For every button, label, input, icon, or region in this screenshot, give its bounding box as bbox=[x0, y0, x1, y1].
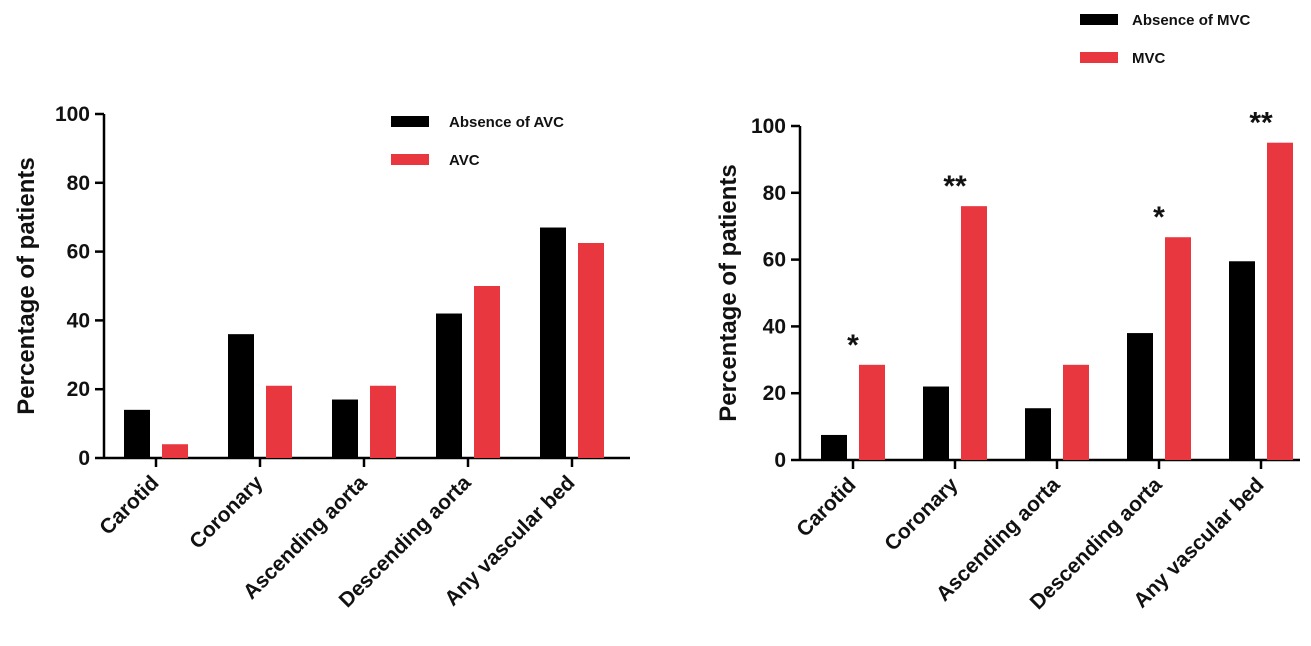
x-category-label: Carotid bbox=[95, 471, 163, 539]
bar-absence bbox=[332, 399, 358, 458]
x-category-label: Carotid bbox=[792, 473, 860, 541]
chart-panel-1: 0 20 40 60 80 100 Percentage of patients Caroti… bbox=[13, 103, 630, 612]
legend-label: AVC bbox=[449, 152, 480, 169]
y-tick-label: 100 bbox=[55, 103, 90, 126]
bar-presence bbox=[1063, 364, 1089, 460]
y-axis-title: Percentage of patients bbox=[715, 164, 742, 421]
bar-absence bbox=[436, 313, 462, 458]
significance-marker: ** bbox=[943, 170, 967, 203]
bar-absence bbox=[821, 434, 847, 460]
y-tick-label: 0 bbox=[78, 447, 90, 470]
y-tick-label: 60 bbox=[763, 249, 786, 272]
y-tick-label: 80 bbox=[763, 182, 786, 205]
y-tick-label: 60 bbox=[67, 241, 90, 264]
legend-swatch bbox=[1080, 14, 1118, 25]
bar-absence bbox=[1025, 408, 1051, 460]
y-tick-label: 100 bbox=[751, 115, 786, 138]
significance-marker: * bbox=[847, 329, 859, 362]
y-tick-label: 20 bbox=[67, 378, 90, 401]
legend-swatch bbox=[391, 154, 429, 165]
bar-absence bbox=[1127, 333, 1153, 460]
y-axis-title: Percentage of patients bbox=[13, 157, 40, 414]
chart-panel-2: 0 20 40 60 80 100 Percentage of patients * Carot… bbox=[715, 12, 1300, 614]
bar-absence bbox=[124, 409, 150, 458]
bar-presence bbox=[162, 444, 188, 458]
legend-swatch bbox=[391, 116, 429, 127]
bar-presence bbox=[1267, 142, 1293, 460]
bar-presence bbox=[474, 286, 500, 458]
y-tick-label: 80 bbox=[67, 172, 90, 195]
bar-presence bbox=[578, 243, 604, 458]
y-tick-label: 0 bbox=[774, 449, 786, 472]
legend-label: Absence of AVC bbox=[449, 114, 564, 131]
bar-absence bbox=[923, 386, 949, 460]
significance-marker: ** bbox=[1249, 107, 1273, 140]
legend-swatch bbox=[1080, 52, 1118, 63]
bar-presence bbox=[859, 364, 885, 460]
x-category-label: Coronary bbox=[880, 473, 962, 555]
y-tick-label: 40 bbox=[67, 309, 90, 332]
legend-label: Absence of MVC bbox=[1132, 12, 1251, 29]
bar-absence bbox=[540, 227, 566, 458]
bar-presence bbox=[266, 385, 292, 458]
bar-presence bbox=[370, 385, 396, 458]
legend-label: MVC bbox=[1132, 50, 1166, 67]
significance-marker: * bbox=[1153, 201, 1165, 234]
bar-presence bbox=[961, 206, 987, 460]
bar-presence bbox=[1165, 237, 1191, 460]
x-category-label: Coronary bbox=[185, 471, 267, 553]
y-tick-label: 20 bbox=[763, 382, 786, 405]
y-tick-label: 40 bbox=[763, 315, 786, 338]
bar-absence bbox=[1229, 261, 1255, 460]
bar-absence bbox=[228, 334, 254, 458]
